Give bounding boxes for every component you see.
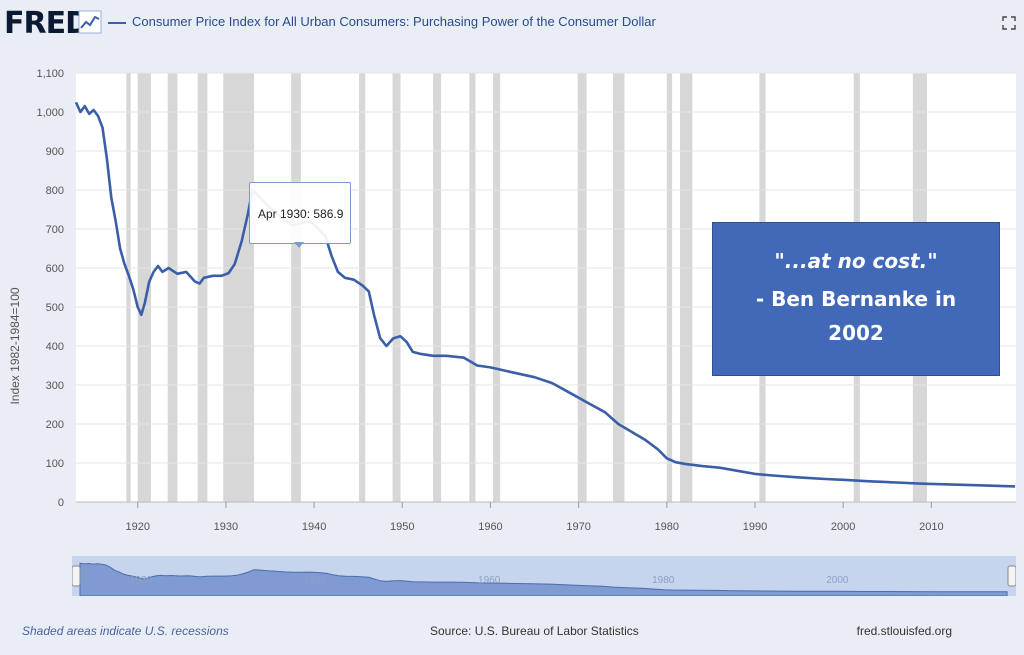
recession-band-1 [137,73,151,502]
x-tick-label-1950: 1950 [390,521,414,533]
y-tick-label-0: 0 [58,497,64,509]
x-tick-label-1980: 1980 [655,521,679,533]
navigator-label-1940: 1940 [304,575,327,586]
recession-band-5 [291,73,301,502]
recession-band-13 [666,73,673,502]
y-tick-label-800: 800 [46,185,64,197]
series-title-text: Consumer Price Index for All Urban Consu… [132,14,656,29]
recession-band-7 [392,73,401,502]
tooltip-text: Apr 1930: 586.9 [258,207,344,221]
site-link[interactable]: fred.stlouisfed.org [856,624,952,638]
y-tick-label-200: 200 [46,419,64,431]
recession-band-0 [126,73,131,502]
navigator-labels: 1920 1940 1960 1980 2000 [130,575,849,586]
x-tick-label-1960: 1960 [478,521,502,533]
navigator-label-2000: 2000 [826,575,849,586]
recession-band-10 [493,73,501,502]
navigator-label-1920: 1920 [130,575,153,586]
navigator-label-1960: 1960 [478,575,501,586]
fred-logo-chart-icon [78,10,102,34]
x-tick-label-1970: 1970 [566,521,590,533]
quote-line-2: - Ben Bernanke in [755,287,957,311]
y-tick-label-1100: 1,100 [36,68,64,80]
x-tick-label-2000: 2000 [831,521,855,533]
y-tick-label-400: 400 [46,341,64,353]
recession-band-2 [167,73,178,502]
y-tick-label-700: 700 [46,224,64,236]
fred-logo[interactable]: FRED [4,6,90,41]
x-tick-label-1940: 1940 [302,521,326,533]
y-tick-label-1000: 1,000 [36,107,64,119]
bernanke-quote-box: "...at no cost." - Ben Bernanke in 2002 [712,222,1000,376]
navigator-series-area [79,562,1008,596]
recession-band-3 [197,73,208,502]
x-tick-label-2010: 2010 [919,521,943,533]
series-title[interactable]: Consumer Price Index for All Urban Consu… [108,14,656,29]
chart-header: FRED Consumer Price Index for All Urban … [0,0,1024,46]
navigator-right-handle[interactable] [1007,565,1016,587]
recession-band-14 [680,73,693,502]
series-line-purchasing-power[interactable] [74,101,1016,488]
x-tick-label-1930: 1930 [214,521,238,533]
navigator-label-1980: 1980 [652,575,675,586]
recession-band-4 [223,73,255,502]
quote-line-3: 2002 [828,321,884,345]
y-tick-label-100: 100 [46,458,64,470]
source-note: Source: U.S. Bureau of Labor Statistics [430,624,639,638]
y-tick-label-500: 500 [46,302,64,314]
y-axis-label: Index 1982-1984=100 [8,287,22,404]
y-tick-label-900: 900 [46,146,64,158]
range-navigator[interactable]: 1920 1940 1960 1980 2000 [72,556,1016,596]
recession-note: Shaded areas indicate U.S. recessions [22,624,229,638]
quote-line-1: "...at no cost." [774,249,938,273]
y-axis-ticks: 0 100 200 300 400 500 600 700 800 900 1,000 1,100 [36,68,64,509]
y-tick-label-600: 600 [46,263,64,275]
fullscreen-icon[interactable] [1002,16,1016,30]
series-legend-line [108,21,126,24]
tooltip-caret [294,242,304,248]
x-tick-label-1920: 1920 [125,521,149,533]
y-tick-label-300: 300 [46,380,64,392]
recession-band-11 [577,73,587,502]
recession-band-8 [433,73,442,502]
navigator-left-handle[interactable] [72,565,81,587]
grid-lines [76,72,1016,503]
recession-band-6 [359,73,366,502]
recession-band-9 [469,73,476,502]
data-tooltip: Apr 1930: 586.9 [249,182,351,248]
x-tick-label-1990: 1990 [743,521,767,533]
x-axis-ticks: 1920 1930 1940 1950 1960 1970 1980 1990 2000 2010 [125,502,944,533]
recession-band-12 [613,73,625,502]
